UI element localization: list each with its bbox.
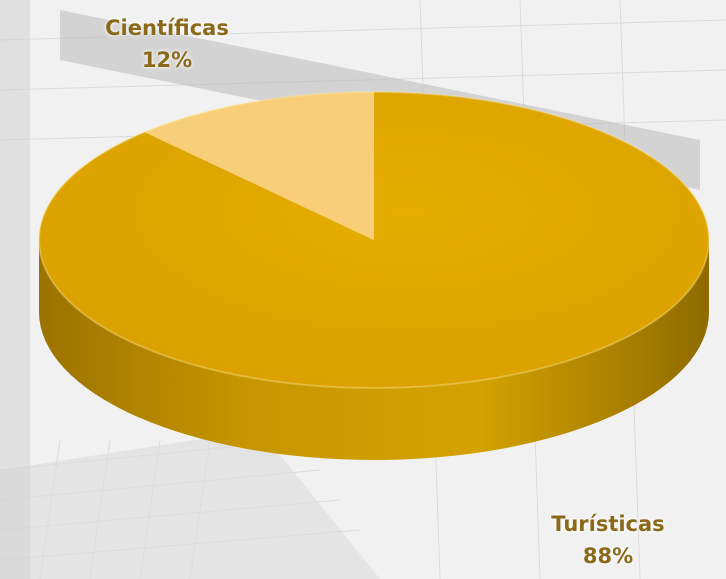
data-label-cientificas: Científicas 12% — [72, 12, 262, 76]
pie-top-group — [38, 91, 710, 389]
slice-percent-turisticas: 88% — [582, 544, 634, 568]
slice-name-cientificas: Científicas — [105, 16, 229, 40]
pie-side-wall — [39, 240, 709, 460]
pie-slice-cientificas — [144, 92, 374, 240]
data-label-turisticas: Turísticas 88% — [508, 508, 708, 572]
background-shade — [0, 0, 30, 579]
pie-rim — [38, 91, 710, 389]
slice-name-turisticas: Turísticas — [551, 512, 665, 536]
pie-side-group — [39, 240, 709, 460]
slice-percent-cientificas: 12% — [141, 48, 193, 72]
background-keyboard — [0, 430, 380, 579]
